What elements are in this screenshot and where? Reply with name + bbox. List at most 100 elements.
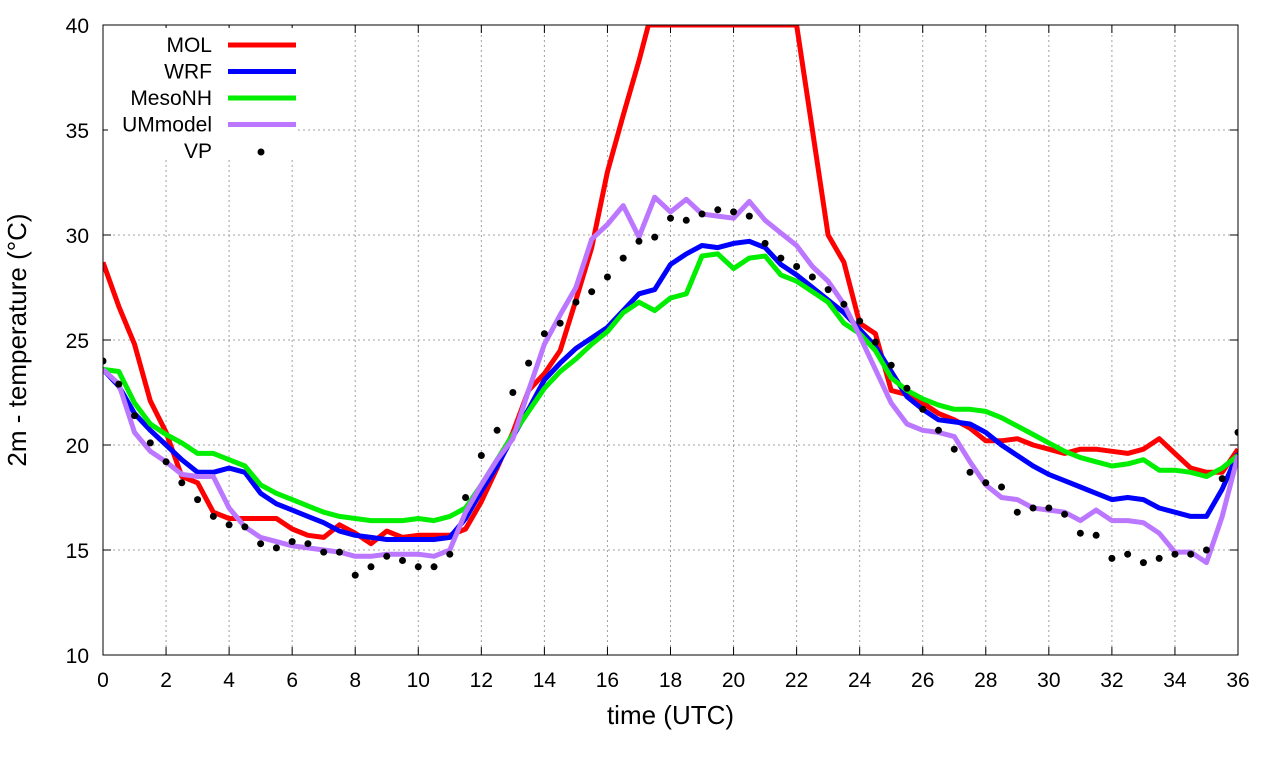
data-point bbox=[1061, 510, 1069, 518]
x-tick-label: 18 bbox=[659, 669, 682, 692]
x-tick-label: 34 bbox=[1163, 669, 1187, 692]
data-point bbox=[998, 483, 1006, 491]
x-tick-label: 26 bbox=[911, 669, 934, 692]
series-wrf bbox=[103, 238, 1238, 542]
x-tick-label: 6 bbox=[286, 669, 298, 692]
data-point bbox=[1092, 531, 1100, 539]
legend-label: UMmodel bbox=[122, 114, 212, 137]
data-point bbox=[761, 239, 769, 247]
series-line-mesonh bbox=[103, 251, 1238, 524]
data-point bbox=[209, 512, 217, 520]
data-point bbox=[793, 263, 801, 270]
data-point bbox=[871, 338, 879, 346]
x-tick-label: 24 bbox=[848, 669, 872, 692]
plot-frame bbox=[102, 24, 1239, 656]
legend-label: MOL bbox=[166, 34, 212, 57]
y-tick-label: 30 bbox=[66, 225, 89, 248]
data-point bbox=[1187, 550, 1195, 558]
y-axis-title: 2m - temperature (°C) bbox=[2, 213, 32, 466]
data-point bbox=[698, 210, 706, 218]
data-point bbox=[1013, 508, 1021, 516]
data-point bbox=[430, 563, 438, 571]
x-tick-label: 10 bbox=[407, 669, 430, 692]
data-point bbox=[399, 557, 407, 564]
x-tick-label: 4 bbox=[223, 669, 235, 692]
data-point bbox=[194, 496, 202, 504]
data-point bbox=[178, 479, 186, 487]
data-point bbox=[131, 412, 139, 420]
x-tick-label: 2 bbox=[160, 669, 172, 692]
data-point bbox=[162, 458, 170, 466]
data-point bbox=[588, 288, 596, 296]
data-point bbox=[1139, 559, 1147, 567]
x-tick-label: 30 bbox=[1037, 669, 1060, 692]
data-point bbox=[714, 206, 722, 214]
data-point bbox=[272, 544, 280, 552]
x-tick-label: 8 bbox=[349, 669, 361, 692]
data-point bbox=[383, 552, 391, 560]
data-point bbox=[651, 233, 659, 241]
data-point bbox=[934, 426, 942, 434]
data-point bbox=[635, 237, 643, 245]
series bbox=[103, 25, 1238, 579]
data-point bbox=[477, 452, 485, 459]
data-point bbox=[982, 479, 990, 487]
x-tick-label: 16 bbox=[596, 669, 619, 692]
legend-label: MesoNH bbox=[130, 87, 212, 110]
y-tick-label: 10 bbox=[66, 645, 89, 668]
data-point bbox=[966, 468, 974, 476]
data-point bbox=[257, 540, 265, 548]
data-point bbox=[682, 216, 690, 224]
data-point bbox=[525, 359, 533, 367]
data-point bbox=[540, 330, 548, 338]
data-point bbox=[1202, 546, 1210, 554]
data-point bbox=[950, 445, 958, 453]
data-point bbox=[462, 494, 470, 501]
data-point bbox=[1124, 550, 1132, 558]
data-point bbox=[667, 214, 674, 222]
data-point bbox=[1045, 504, 1053, 512]
data-point bbox=[1029, 504, 1037, 512]
data-point bbox=[509, 389, 517, 396]
x-axis-title: time (UTC) bbox=[607, 700, 734, 730]
data-point bbox=[887, 361, 895, 369]
data-point bbox=[320, 548, 328, 556]
data-point bbox=[824, 286, 832, 294]
y-tick-label: 35 bbox=[66, 120, 89, 143]
data-point bbox=[572, 298, 580, 306]
data-point bbox=[840, 300, 848, 308]
series-line-wrf bbox=[103, 238, 1238, 542]
data-point bbox=[1218, 475, 1226, 483]
data-point bbox=[808, 273, 816, 281]
legend-swatch bbox=[257, 148, 265, 156]
series-vp bbox=[103, 206, 1238, 579]
data-point bbox=[241, 523, 249, 531]
data-point bbox=[1155, 554, 1163, 562]
data-point bbox=[1171, 550, 1179, 558]
y-tick-label: 25 bbox=[66, 330, 89, 353]
data-point bbox=[919, 405, 927, 413]
data-point bbox=[335, 548, 343, 556]
data-point bbox=[414, 563, 422, 571]
series-mesonh bbox=[103, 251, 1238, 524]
data-point bbox=[745, 212, 753, 220]
x-tick-label: 28 bbox=[974, 669, 997, 692]
data-point bbox=[288, 538, 296, 546]
data-point bbox=[103, 357, 107, 365]
data-point bbox=[1108, 554, 1116, 562]
legend-label: VP bbox=[184, 140, 212, 163]
x-tick-label: 22 bbox=[785, 669, 808, 692]
data-point bbox=[556, 319, 564, 327]
data-point bbox=[225, 521, 233, 529]
data-point bbox=[146, 439, 154, 447]
y-tick-label: 20 bbox=[66, 435, 89, 458]
data-point bbox=[304, 540, 312, 548]
data-point bbox=[115, 380, 123, 388]
data-point bbox=[903, 384, 911, 392]
x-tick-label: 32 bbox=[1100, 669, 1123, 692]
x-tick-label: 36 bbox=[1226, 669, 1249, 692]
data-point bbox=[493, 426, 501, 434]
data-point bbox=[1234, 428, 1238, 436]
data-point bbox=[367, 563, 375, 571]
